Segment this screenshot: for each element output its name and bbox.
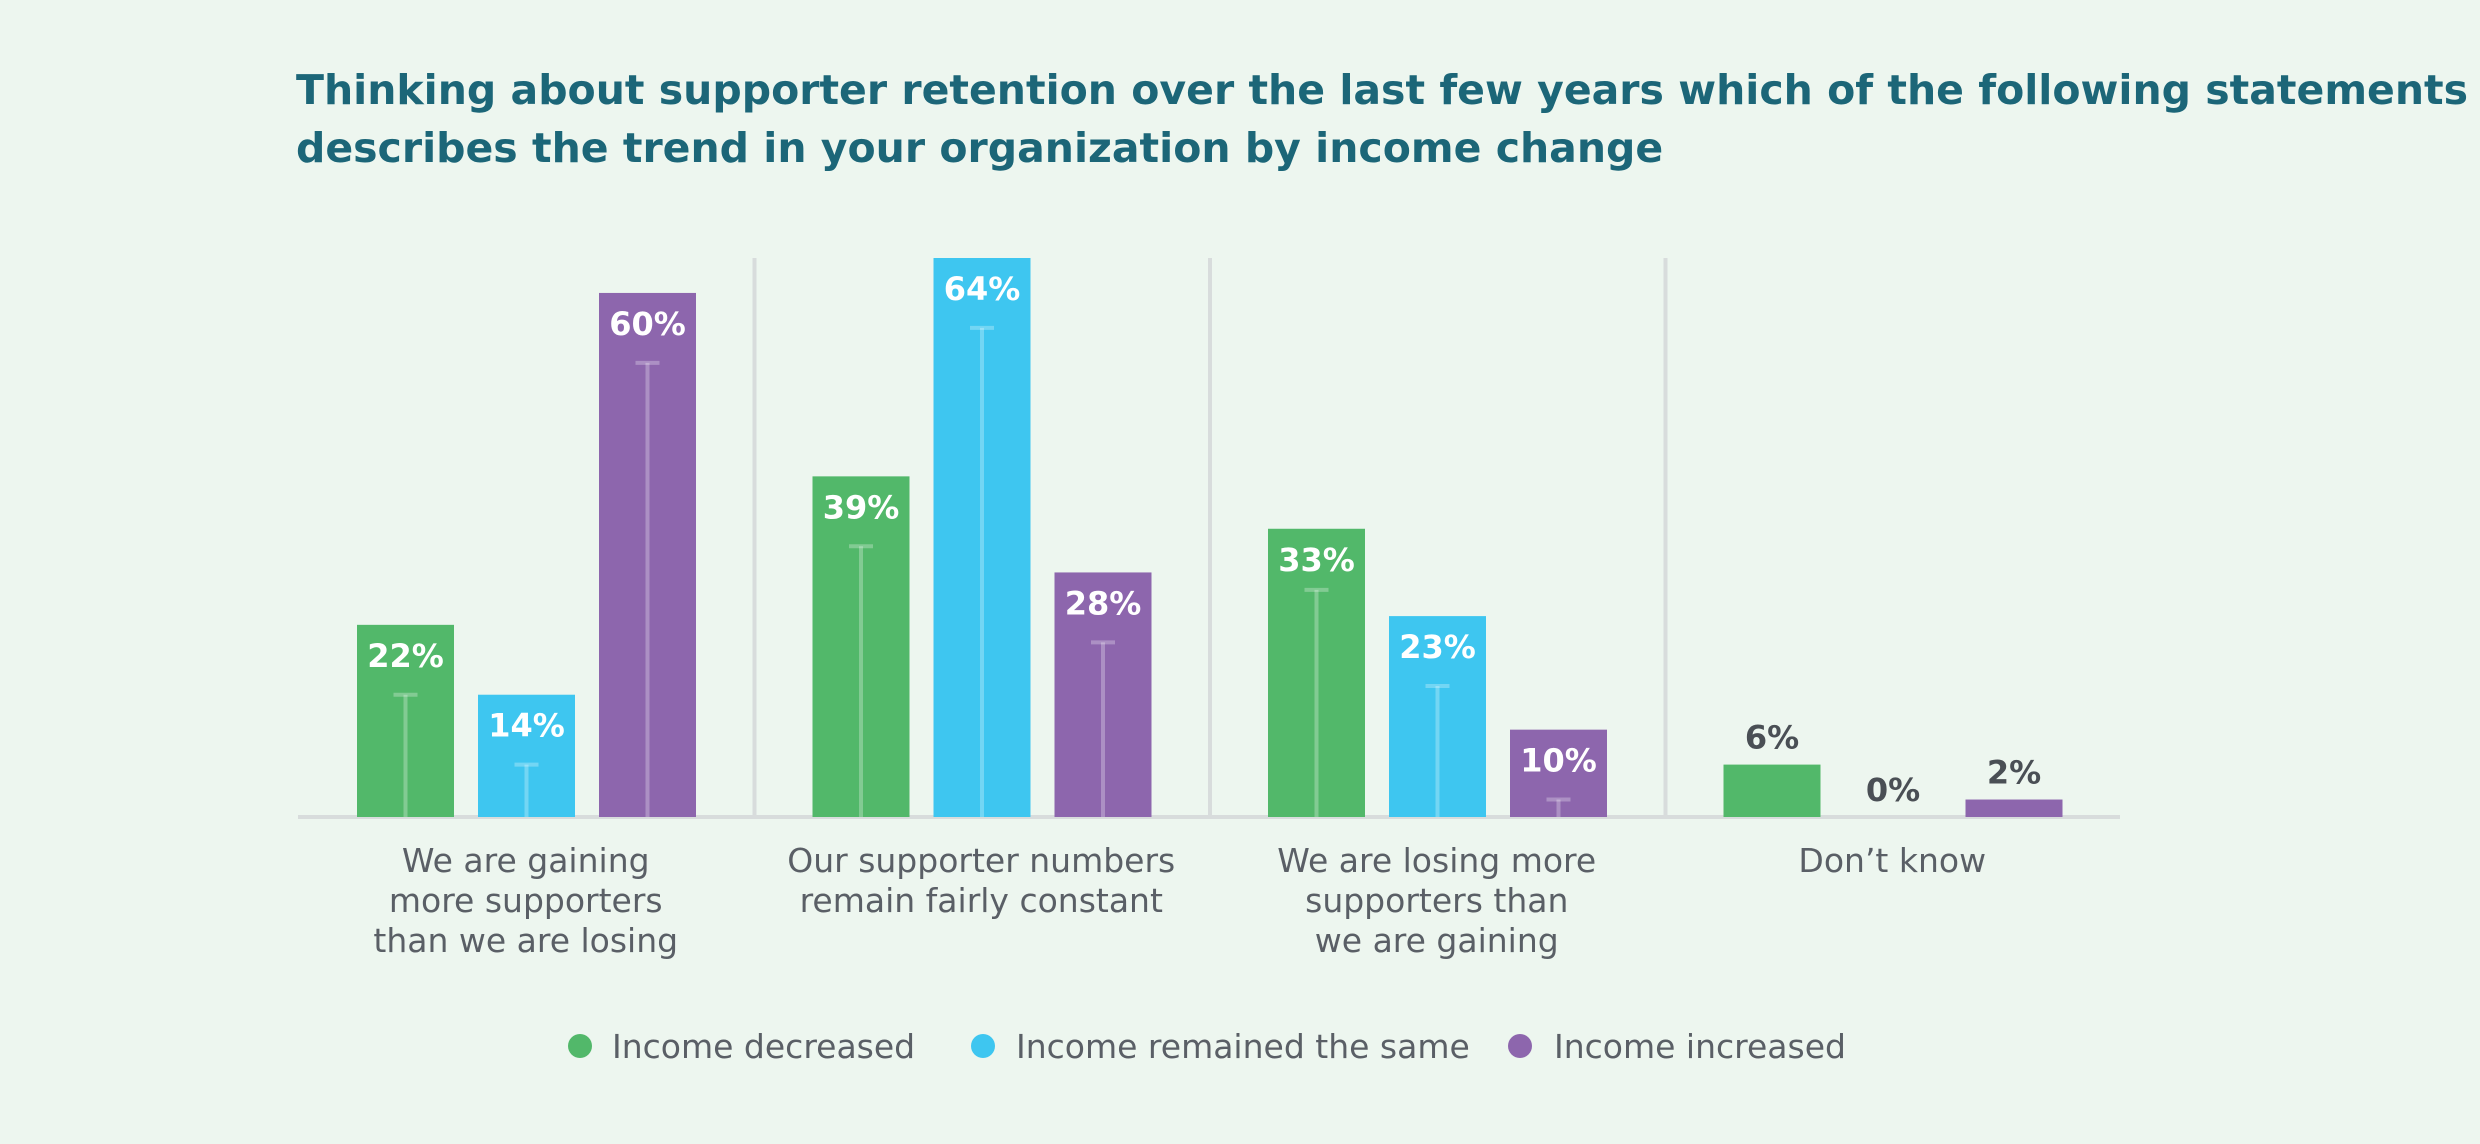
bar xyxy=(1054,572,1152,817)
x-tick-label: Our supporter numbers xyxy=(787,841,1175,880)
legend-label: Income decreased xyxy=(612,1027,915,1066)
data-label: 6% xyxy=(1745,719,1799,757)
data-label: 28% xyxy=(1065,584,1142,622)
bar xyxy=(478,694,575,817)
x-tick-label: We are losing more xyxy=(1277,841,1596,880)
data-label: 22% xyxy=(367,637,444,675)
data-label: 39% xyxy=(823,488,900,526)
data-label: 14% xyxy=(488,707,565,745)
legend-label: Income increased xyxy=(1554,1027,1846,1066)
data-label: 2% xyxy=(1987,754,2041,792)
x-tick-label: Don’t know xyxy=(1798,841,1986,880)
bar xyxy=(599,292,696,817)
chart-title-line-1: Thinking about supporter retention over … xyxy=(296,66,2480,114)
data-label: 0% xyxy=(1866,771,1920,809)
bar xyxy=(1723,764,1821,817)
bar xyxy=(1965,799,2063,817)
data-label: 23% xyxy=(1399,628,1476,666)
legend-marker xyxy=(971,1034,995,1058)
bar xyxy=(933,258,1031,817)
bar xyxy=(812,476,910,817)
bar xyxy=(1389,616,1486,817)
legend-marker xyxy=(1508,1034,1532,1058)
data-label: 60% xyxy=(609,305,686,343)
x-tick-label: We are gaining xyxy=(402,841,650,880)
legend-marker xyxy=(568,1034,592,1058)
x-tick-label: more supporters xyxy=(389,881,663,920)
x-tick-label: we are gaining xyxy=(1315,921,1559,960)
bar xyxy=(1268,528,1365,817)
data-label: 33% xyxy=(1278,541,1355,579)
chart-title-line-2: describes the trend in your organization… xyxy=(296,124,1663,172)
bar xyxy=(1510,729,1607,817)
x-tick-label: supporters than xyxy=(1305,881,1568,920)
legend-label: Income remained the same xyxy=(1016,1027,1470,1066)
data-label: 64% xyxy=(944,270,1021,308)
data-label: 10% xyxy=(1520,742,1597,780)
bar xyxy=(357,624,454,817)
x-tick-label: than we are losing xyxy=(373,921,678,960)
legend: Income decreased Income remained the same… xyxy=(568,1027,1846,1066)
x-tick-label: remain fairly constant xyxy=(800,881,1163,920)
